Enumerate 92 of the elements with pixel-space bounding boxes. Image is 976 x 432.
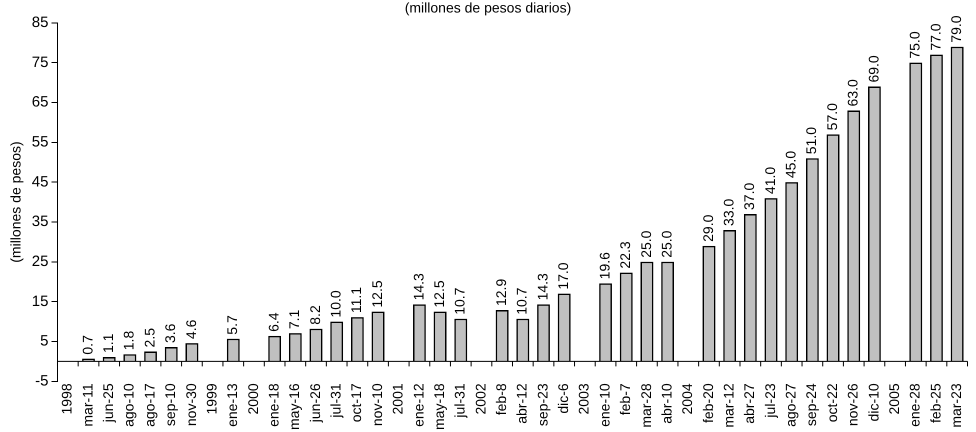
x-tick-label: abr-10	[658, 383, 674, 424]
y-tick-label: 15	[32, 292, 48, 310]
data-label: 19.6	[596, 252, 612, 280]
x-tick-label: dic-10	[865, 383, 882, 422]
y-tick-label: 75	[32, 54, 48, 71]
y-tick-label: 25	[32, 252, 48, 270]
x-tick-label: 2004	[679, 383, 696, 414]
x-tick-label: abr-12	[514, 383, 530, 424]
data-label: 7.1	[286, 309, 302, 330]
data-label: 14.3	[410, 272, 426, 300]
data-label: 17.0	[555, 262, 572, 290]
x-tick-label: 2001	[390, 383, 406, 414]
x-tick-label: 2002	[472, 383, 488, 414]
y-tick-label: 45	[32, 173, 48, 190]
data-label: 12.5	[368, 280, 385, 308]
data-label: 1.1	[100, 333, 116, 354]
data-label: 57.0	[824, 102, 840, 130]
data-label: 12.5	[430, 280, 447, 308]
data-label: 45.0	[782, 150, 799, 178]
x-tick-label: ago-17	[141, 383, 158, 427]
x-tick-label: feb-20	[700, 383, 716, 424]
x-tick-label: 2003	[576, 383, 592, 414]
x-tick-label: jul-23	[762, 383, 778, 419]
data-label: 4.6	[182, 319, 199, 340]
x-tick-label: oct-22	[824, 383, 840, 422]
x-tick-label: feb-8	[493, 383, 510, 416]
data-label: 10.7	[452, 287, 468, 315]
x-tick-label: ene-13	[224, 383, 240, 427]
chart-title: (millones de pesos diarios)	[404, 0, 572, 16]
x-tick-label: mar-23	[948, 383, 964, 428]
x-tick-label: ene-12	[410, 383, 426, 427]
x-tick-label: 2000	[244, 383, 261, 414]
data-label: 5.7	[224, 315, 240, 335]
x-tick-label: ene-28	[906, 383, 923, 427]
x-tick-label: mar-11	[79, 383, 96, 427]
x-tick-label: 2005	[886, 383, 902, 414]
data-label: 33.0	[720, 198, 737, 226]
x-tick-label: 1998	[58, 383, 75, 414]
data-label: 25.0	[658, 230, 674, 258]
data-label: 51.0	[803, 126, 820, 154]
data-label: 10.7	[514, 287, 530, 315]
x-tick-label: 1999	[203, 383, 220, 414]
x-tick-label: may-16	[286, 383, 302, 430]
data-label: 69.0	[865, 55, 882, 83]
data-label: 6.4	[266, 312, 282, 332]
x-tick-label: dic-6	[555, 383, 572, 414]
data-label: 12.9	[493, 278, 510, 306]
x-tick-label: jul-31	[328, 383, 344, 419]
y-axis-title: (millones de pesos)	[7, 141, 24, 263]
y-tick-label: 85	[32, 14, 48, 31]
x-tick-label: may-18	[430, 383, 447, 430]
x-tick-label: nov-10	[368, 383, 385, 426]
x-tick-label: mar-12	[720, 383, 737, 428]
x-tick-label: sep-23	[534, 383, 550, 426]
data-label: 77.0	[927, 23, 944, 51]
data-label: 3.6	[162, 323, 178, 344]
x-tick-label: oct-17	[348, 383, 364, 422]
x-tick-label: sep-10	[162, 383, 178, 426]
data-label: 37.0	[741, 182, 758, 210]
data-label: 25.0	[638, 230, 654, 258]
data-label: 79.0	[948, 15, 964, 43]
data-label: 22.3	[617, 241, 634, 269]
data-label: 75.0	[906, 31, 923, 59]
y-tick-label: 5	[40, 332, 48, 350]
data-label: 11.1	[348, 286, 364, 314]
x-tick-label: ene-10	[596, 383, 612, 427]
x-tick-label: nov-26	[844, 383, 861, 426]
data-label: 29.0	[700, 214, 716, 242]
data-label: 14.3	[534, 272, 550, 300]
data-label: 8.2	[306, 305, 323, 325]
data-label: 1.8	[120, 330, 137, 350]
x-tick-label: ago-27	[782, 383, 799, 427]
data-label: 41.0	[762, 166, 778, 194]
x-tick-label: sep-24	[803, 383, 820, 426]
x-tick-label: feb-7	[617, 383, 634, 416]
data-label: 2.5	[141, 328, 158, 348]
x-tick-label: jul-31	[452, 383, 468, 419]
data-label: 10.0	[328, 290, 344, 318]
x-tick-label: abr-27	[741, 383, 758, 424]
x-tick-label: jun-25	[100, 383, 116, 424]
x-tick-label: ago-10	[120, 383, 137, 427]
data-label: 0.7	[79, 334, 96, 355]
x-tick-label: nov-30	[182, 383, 199, 426]
y-tick-label: -5	[35, 372, 48, 390]
x-tick-label: mar-28	[638, 383, 654, 428]
x-tick-label: ene-18	[266, 383, 282, 427]
x-tick-label: feb-25	[927, 383, 944, 424]
data-label: 63.0	[844, 78, 861, 106]
x-tick-label: jun-26	[306, 383, 323, 424]
y-tick-label: 35	[32, 213, 48, 230]
y-tick-label: 55	[32, 133, 48, 150]
y-tick-label: 65	[32, 94, 48, 111]
